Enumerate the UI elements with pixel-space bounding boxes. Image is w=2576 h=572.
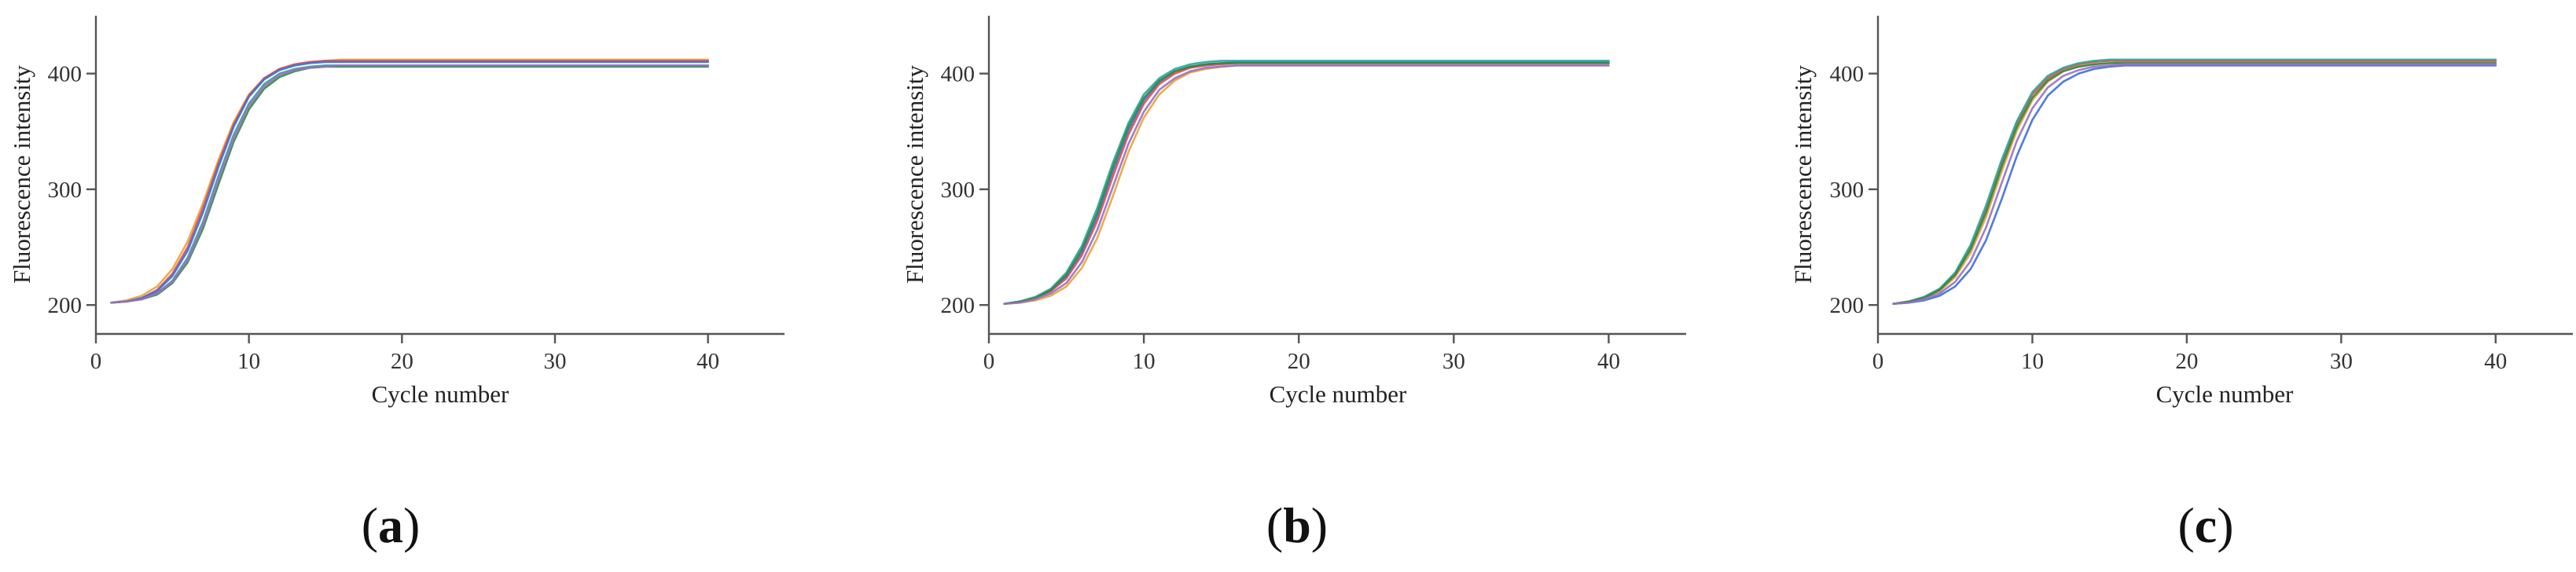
series-line-c-2 [1892, 60, 2497, 306]
chart-panel-a: 0 10 20 30 40 200 300 400 Cycle number Fluoresc… [8, 16, 785, 553]
y-axis-title: Fluorescence intensity [1789, 64, 1817, 284]
x-axis-title: Cycle number [2156, 380, 2294, 408]
x-tick-label: 20 [391, 349, 413, 374]
series-line-a-1 [110, 58, 709, 304]
x-tick-label: 10 [237, 349, 260, 374]
panel-label-a: (a) [362, 497, 421, 553]
series-group [1003, 60, 1610, 306]
y-tick-label: 200 [941, 293, 976, 318]
series-line-a-3 [110, 60, 709, 304]
x-tick-label: 20 [1288, 349, 1310, 374]
y-tick-label: 200 [1830, 293, 1865, 318]
series-line-c-1 [1892, 60, 2497, 306]
series-line-c-4 [1892, 58, 2497, 306]
x-tick-label: 0 [1872, 349, 1884, 374]
y-tick-label: 400 [1830, 62, 1865, 87]
y-tick-label: 300 [48, 178, 83, 203]
series-line-c-3 [1892, 64, 2497, 306]
x-axis-title: Cycle number [372, 380, 509, 408]
y-tick-label: 300 [1830, 178, 1865, 203]
x-axis-title: Cycle number [1270, 380, 1407, 408]
x-tick-label: 10 [2021, 349, 2044, 374]
series-line-b-2 [1003, 62, 1610, 306]
x-tick-label: 30 [1442, 349, 1465, 374]
x-tick-label: 10 [1133, 349, 1156, 374]
series-line-b-1 [1003, 64, 1610, 306]
x-tick-label: 30 [544, 349, 567, 374]
x-tick-label: 0 [983, 349, 995, 374]
panel-label-c: (c) [2177, 497, 2233, 553]
y-axis-title: Fluorescence intensity [901, 64, 928, 284]
x-tick-label: 20 [2175, 349, 2198, 374]
chart-panel-c: 0 10 20 30 40 200 300 400 Cycle number Fluoresc… [1789, 16, 2573, 553]
chart-panel-b: 0 10 20 30 40 200 300 400 Cycle number Fluoresc… [901, 16, 1686, 553]
x-tick-label: 40 [2484, 349, 2507, 374]
panel-label-b: (b) [1266, 497, 1328, 553]
series-line-a-5 [110, 65, 709, 304]
series-line-a-4 [110, 64, 709, 304]
y-tick-label: 300 [941, 178, 976, 203]
y-axis-title: Fluorescence intensity [8, 64, 35, 284]
series-line-b-5 [1003, 62, 1610, 306]
tick-group: 0 10 20 30 40 200 300 400 [48, 62, 720, 374]
series-line-b-3 [1003, 60, 1610, 306]
series-line-b-6 [1003, 64, 1610, 306]
series-line-b-4 [1003, 60, 1610, 306]
tick-group: 0 10 20 30 40 200 300 400 [1830, 62, 2508, 374]
series-line-c-6 [1892, 63, 2497, 306]
series-line-c-5 [1892, 62, 2497, 306]
y-tick-label: 200 [48, 293, 83, 318]
y-tick-label: 400 [941, 62, 976, 87]
series-group [110, 58, 709, 304]
x-tick-label: 30 [2330, 349, 2353, 374]
series-line-a-2 [110, 60, 709, 304]
series-line-a-6 [110, 64, 709, 304]
tick-group: 0 10 20 30 40 200 300 400 [941, 62, 1620, 374]
x-tick-label: 40 [696, 349, 719, 374]
x-tick-label: 0 [90, 349, 102, 374]
x-tick-label: 40 [1597, 349, 1620, 374]
y-tick-label: 400 [48, 62, 83, 87]
series-group [1892, 58, 2497, 306]
